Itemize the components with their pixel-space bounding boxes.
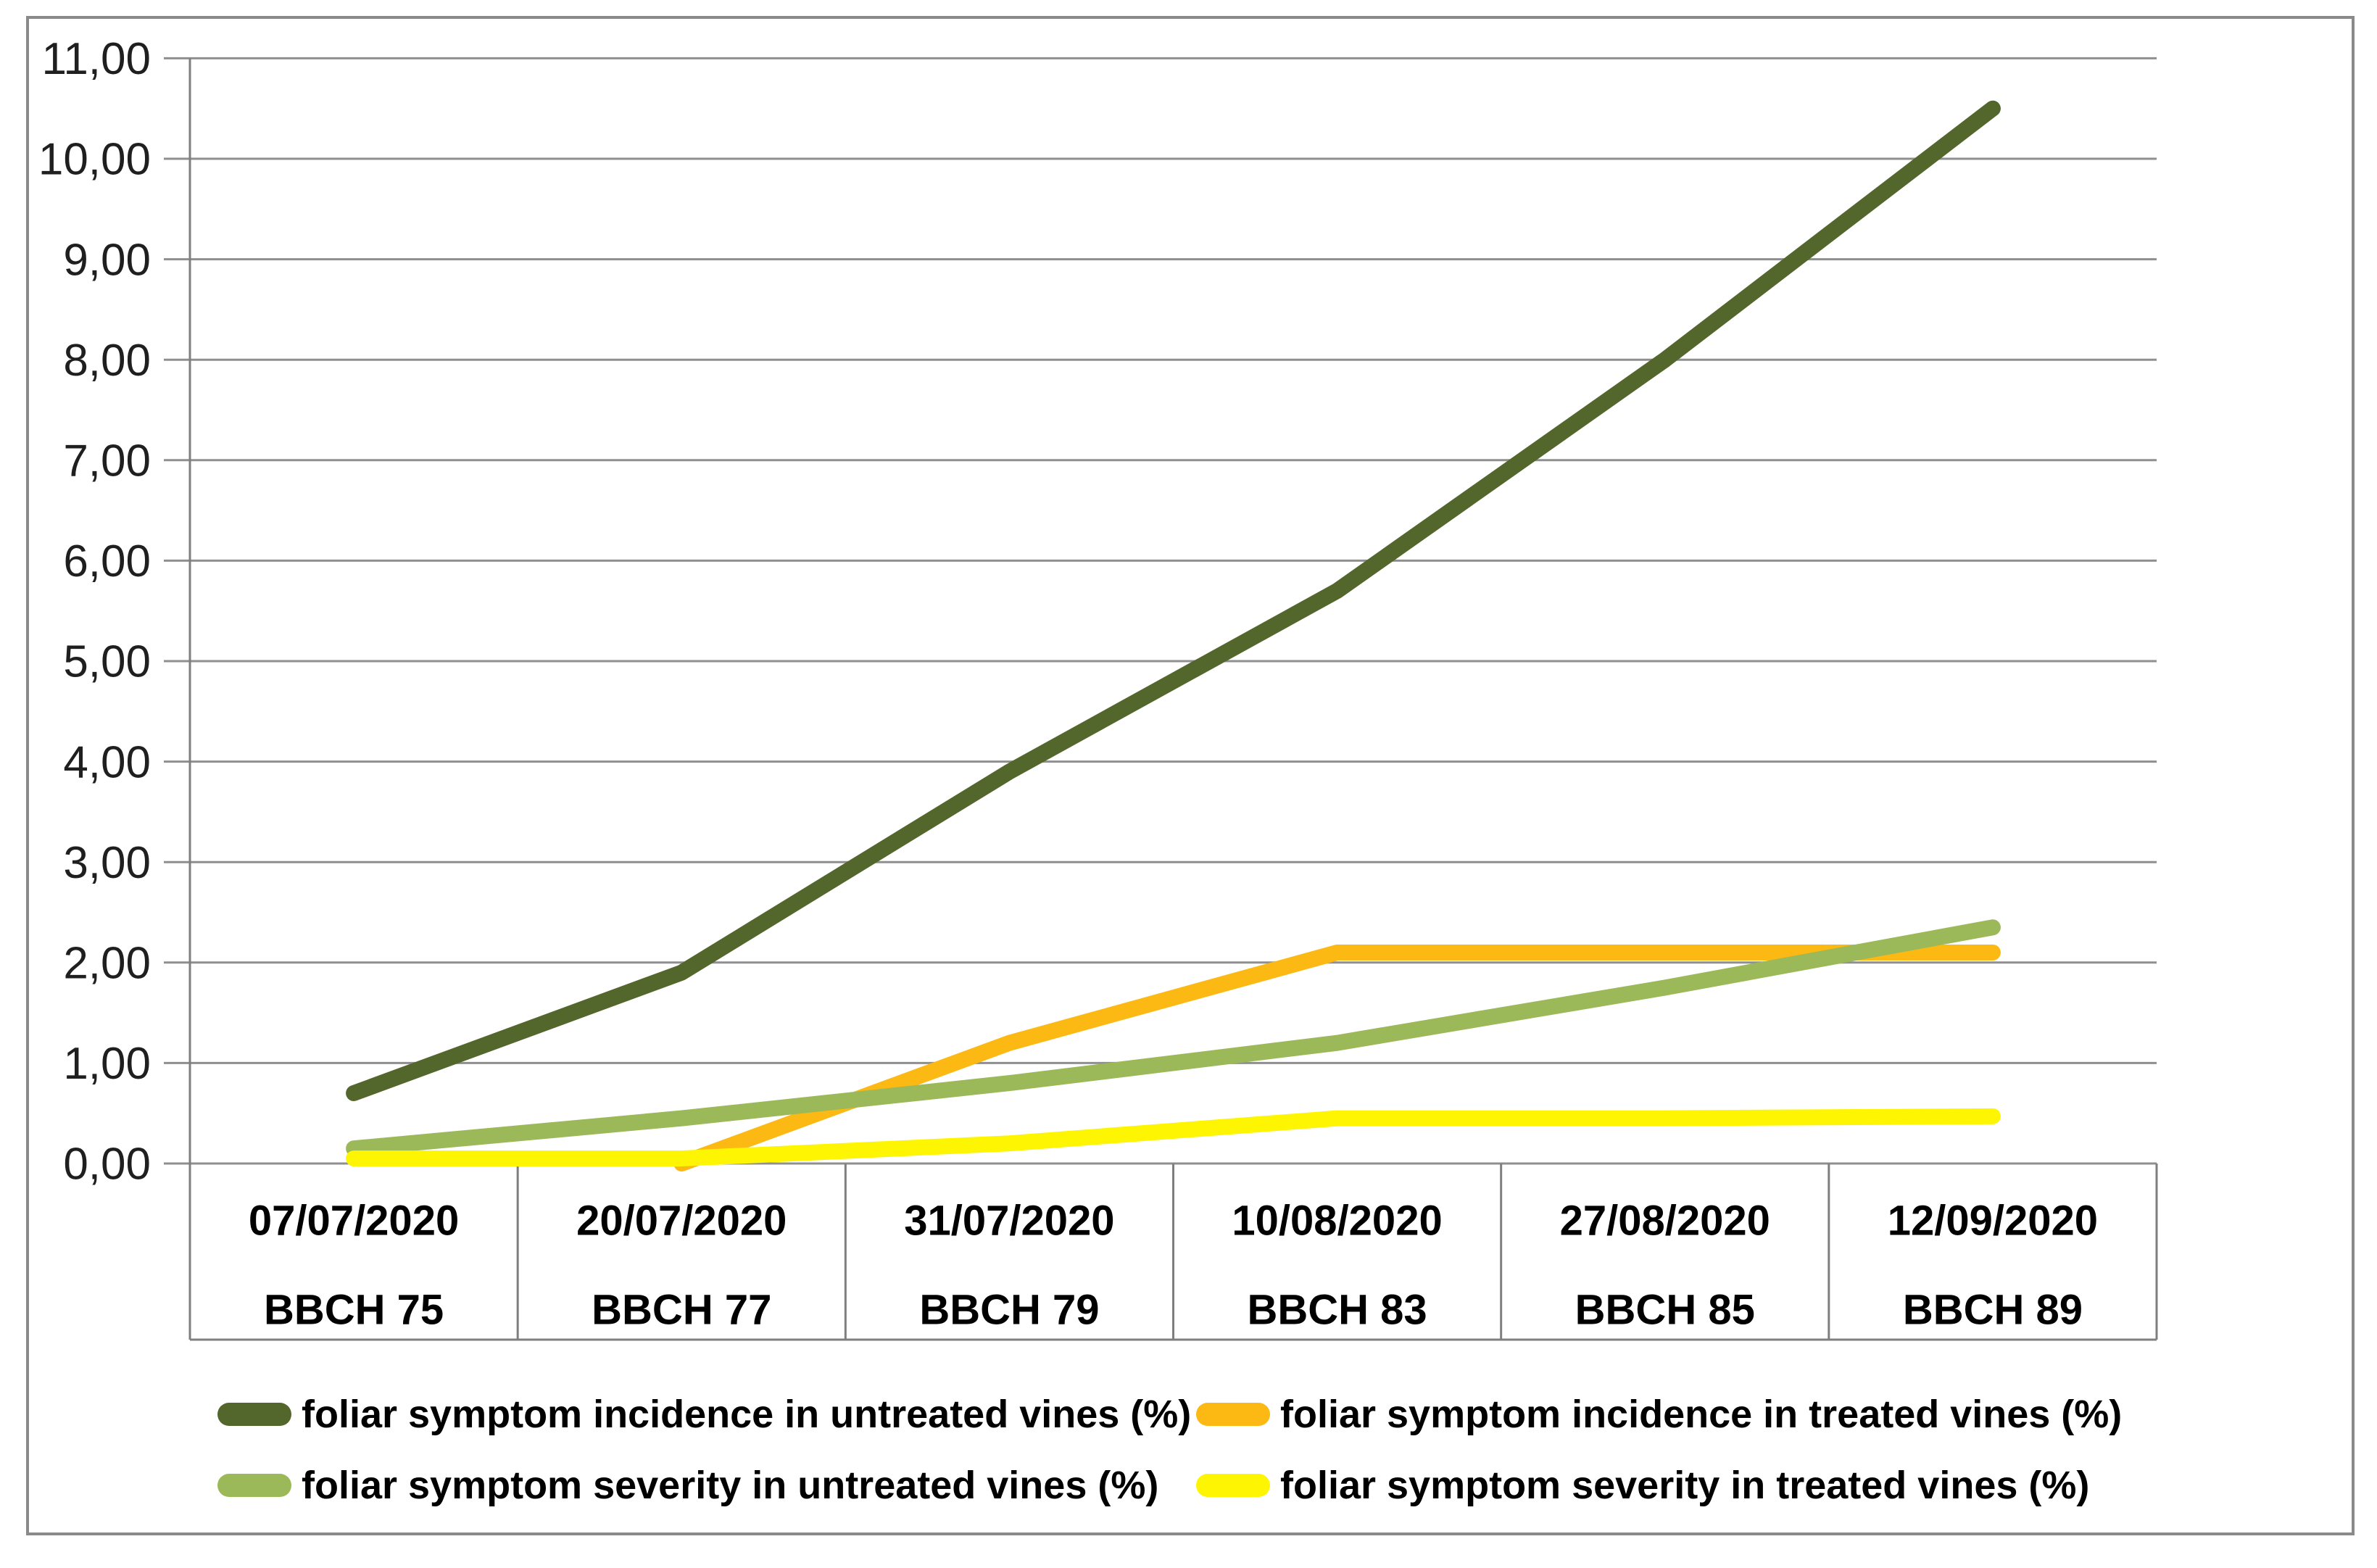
y-axis-tick-label: 3,00: [63, 838, 151, 888]
legend-label-severity-untreated: foliar symptom severity in untreated vin…: [302, 1464, 1159, 1507]
series-line-2: [346, 919, 2001, 1157]
chart-legend: foliar symptom incidence in untreated vi…: [217, 1390, 2122, 1510]
x-axis-date-label: 20/07/2020: [576, 1197, 787, 1244]
y-axis-tick-label: 5,00: [63, 637, 151, 687]
y-axis-tick-label: 9,00: [63, 235, 151, 285]
x-axis-bbch-label: BBCH 85: [1575, 1286, 1755, 1333]
legend-label-incidence-treated: foliar symptom incidence in treated vine…: [1280, 1393, 2123, 1436]
series-line-1: [673, 944, 2001, 1171]
y-axis-tick-label: 6,00: [63, 536, 151, 586]
x-axis-date-label: 27/08/2020: [1560, 1197, 1770, 1244]
x-axis-bbch-label: BBCH 89: [1903, 1286, 2083, 1333]
legend-label-severity-treated: foliar symptom severity in treated vines…: [1280, 1464, 2090, 1507]
legend-swatch-incidence-treated-icon: [1196, 1403, 1270, 1426]
y-axis-tick-label: 8,00: [63, 336, 151, 386]
legend-swatch-severity-untreated-icon: [217, 1474, 291, 1497]
chart-outer-border: [26, 16, 2355, 1535]
y-axis-tick-label: 10,00: [38, 135, 151, 185]
series-line-0: [346, 100, 2001, 1101]
legend-item-incidence-untreated: foliar symptom incidence in untreated vi…: [217, 1390, 1196, 1439]
y-axis-tick-label: 7,00: [63, 436, 151, 486]
x-axis-date-label: 12/09/2020: [1888, 1197, 2098, 1244]
x-axis-date-label: 07/07/2020: [249, 1197, 459, 1244]
legend-swatch-incidence-untreated-icon: [217, 1403, 291, 1426]
legend-swatch-severity-treated-icon: [1196, 1474, 1270, 1497]
x-axis-bbch-label: BBCH 77: [592, 1286, 771, 1333]
legend-item-severity-untreated: foliar symptom severity in untreated vin…: [217, 1461, 1196, 1510]
legend-label-incidence-untreated: foliar symptom incidence in untreated vi…: [302, 1393, 1192, 1436]
y-axis-tick-label: 2,00: [63, 939, 151, 989]
series-line-3: [346, 1108, 2001, 1167]
x-axis-date-label: 31/07/2020: [904, 1197, 1114, 1244]
y-axis-tick-label: 1,00: [63, 1039, 151, 1089]
y-axis-tick-label: 0,00: [63, 1140, 151, 1190]
legend-item-severity-treated: foliar symptom severity in treated vines…: [1196, 1461, 2122, 1510]
y-axis-tick-label: 4,00: [63, 737, 151, 787]
x-axis-bbch-label: BBCH 83: [1247, 1286, 1427, 1333]
legend-item-incidence-treated: foliar symptom incidence in treated vine…: [1196, 1390, 2122, 1439]
x-axis-bbch-label: BBCH 75: [264, 1286, 444, 1333]
x-axis-bbch-label: BBCH 79: [919, 1286, 1099, 1333]
x-axis-date-label: 10/08/2020: [1232, 1197, 1442, 1244]
y-axis-tick-label: 11,00: [41, 34, 151, 84]
